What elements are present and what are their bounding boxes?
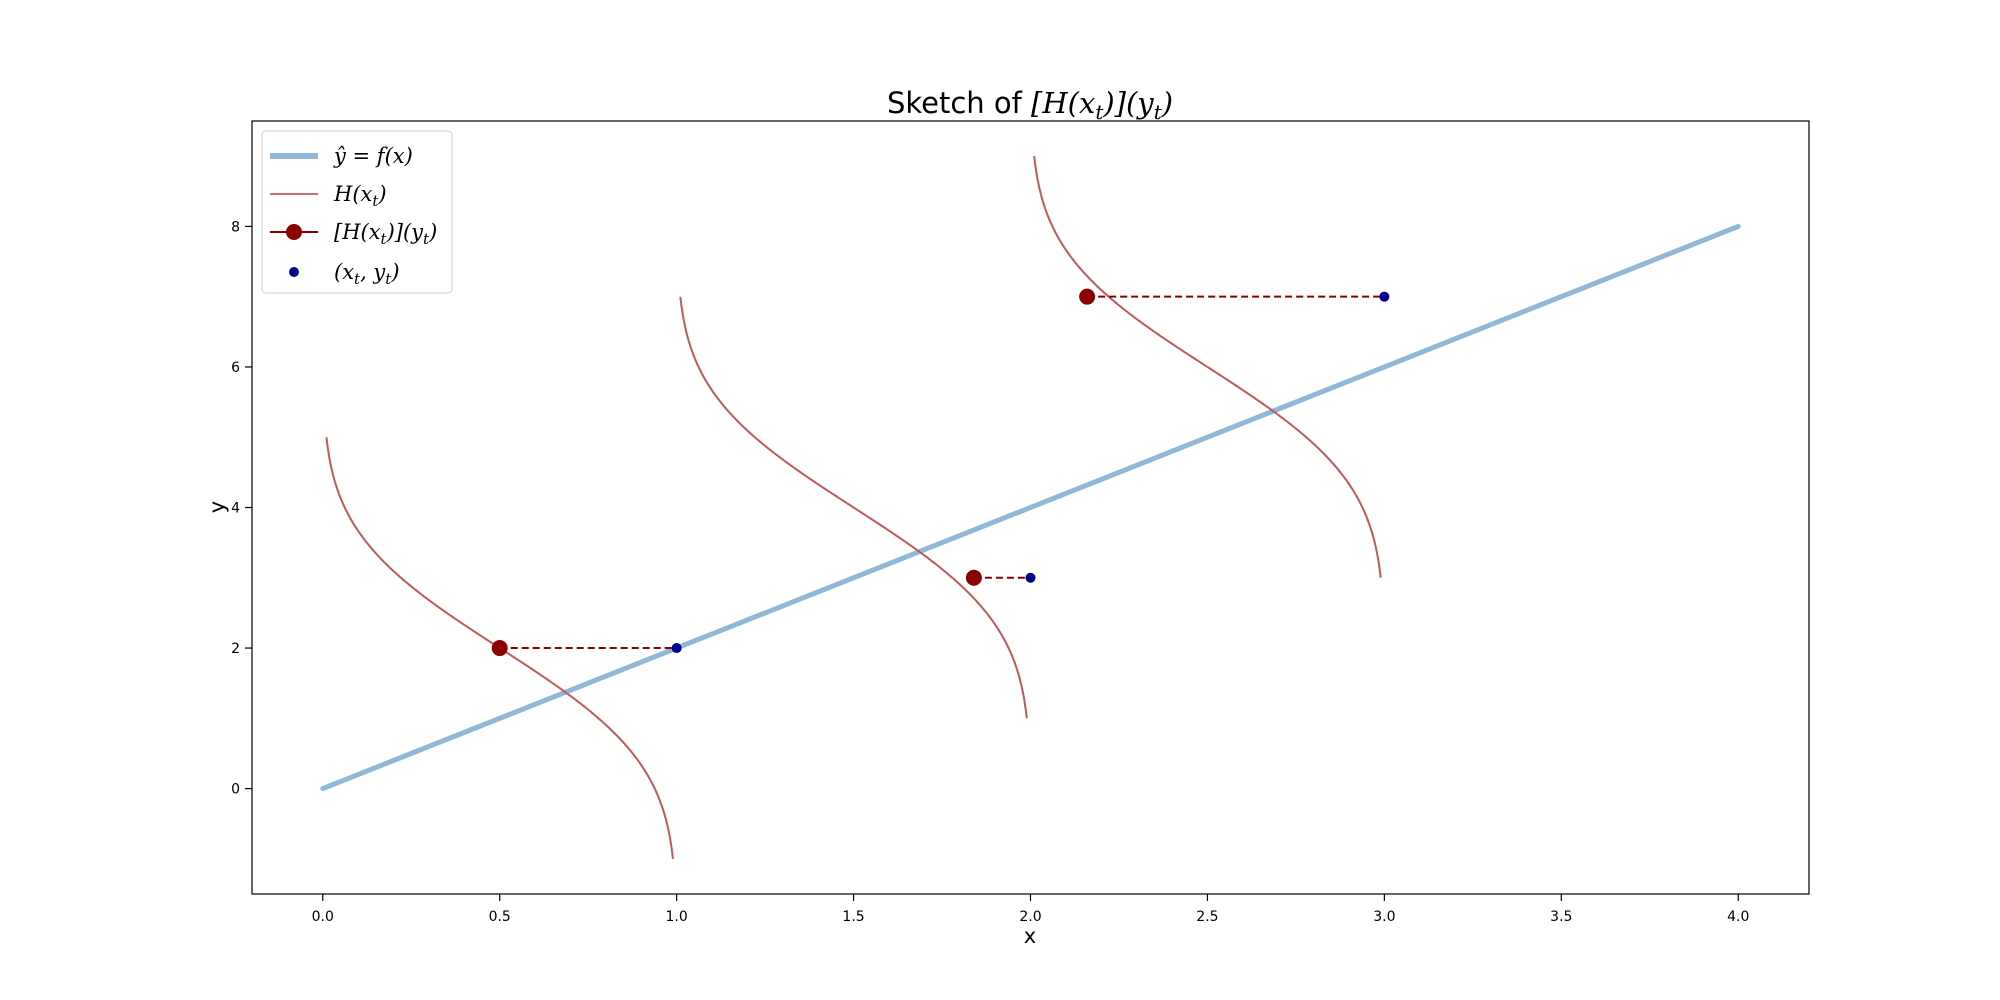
x-tick-label: 1.0	[666, 909, 688, 925]
x-tick-label: 2.5	[1196, 909, 1218, 925]
x-tick-label: 0.5	[489, 909, 511, 925]
x-tick-label: 4.0	[1727, 909, 1749, 925]
legend-entry-observed: (xt, yt)	[289, 260, 400, 288]
y-tick-label: 8	[231, 219, 240, 235]
y-tick-label: 2	[231, 641, 240, 657]
x-axis-ticks: 0.0 0.5 1.0 1.5 2.0 2.5 3.0 3.5 4.0	[312, 894, 1749, 925]
legend-swatch-observed	[289, 267, 299, 277]
legend-label-density: H(xt)	[333, 182, 387, 210]
y-tick-label: 4	[231, 501, 240, 517]
legend-entry-prediction: ŷ = f(x)	[270, 144, 413, 168]
legend-label-evaluated: [H(xt)](yt)	[334, 220, 437, 248]
observed-point-3	[1379, 291, 1390, 302]
y-tick-label: 0	[231, 782, 240, 798]
legend: ŷ = f(x) H(xt) [H(xt)](yt) (xt, yt)	[261, 130, 453, 294]
legend-entry-evaluated: [H(xt)](yt)	[270, 220, 437, 248]
svg-text:Sketch of [H(xt)](yt): Sketch of [H(xt)](yt)	[887, 86, 1173, 124]
y-axis-label: y	[205, 501, 229, 513]
chart-title: Sketch of [H(xt)](yt)	[887, 86, 1173, 124]
chart-title-end: )	[1161, 86, 1173, 120]
observed-point-1	[671, 643, 682, 654]
chart-title-prefix: Sketch of	[887, 86, 1031, 120]
y-axis-ticks: 0 2 4 6 8	[231, 219, 252, 798]
observed-point-2	[1025, 572, 1036, 583]
data-layer	[320, 156, 1741, 859]
legend-swatch-evaluated-marker	[286, 224, 302, 240]
legend-frame	[261, 130, 453, 294]
legend-label-observed: (xt, yt)	[334, 260, 400, 288]
legend-entry-density: H(xt)	[270, 182, 387, 210]
density-curve-2	[679, 296, 1028, 719]
evaluated-point-1	[491, 640, 508, 657]
x-tick-label: 3.5	[1550, 909, 1572, 925]
evaluated-point-2	[965, 569, 982, 586]
prediction-line	[320, 223, 1741, 792]
legend-label-prediction: ŷ = f(x)	[333, 144, 413, 168]
chart-title-mid: )](y	[1102, 86, 1154, 120]
density-curve-3	[1033, 156, 1382, 578]
y-tick-label: 6	[231, 360, 240, 376]
evaluated-point-3	[1079, 288, 1096, 305]
x-tick-label: 0.0	[312, 909, 334, 925]
chart-title-sub1: t	[1095, 100, 1104, 124]
chart-title-math: [H(x	[1031, 86, 1095, 120]
x-tick-label: 1.5	[842, 909, 864, 925]
x-axis-label: x	[1024, 924, 1036, 948]
x-tick-label: 2.0	[1019, 909, 1041, 925]
chart-title-sub2: t	[1154, 100, 1163, 124]
x-tick-label: 3.0	[1373, 909, 1395, 925]
